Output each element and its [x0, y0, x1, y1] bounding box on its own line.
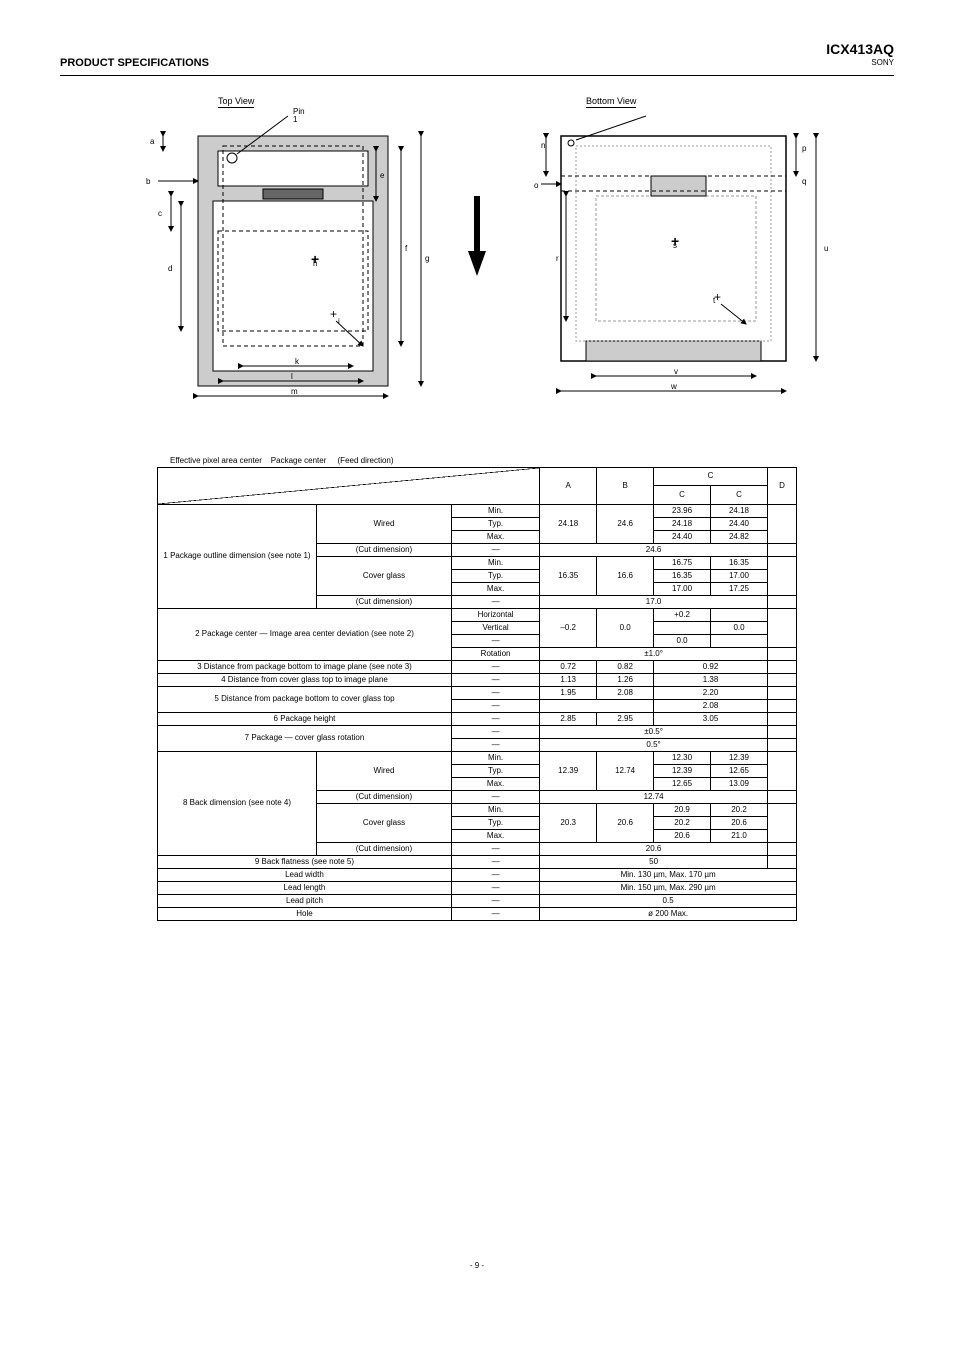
svg-text:c: c [158, 209, 162, 218]
company-name: SONY [826, 58, 894, 68]
col-c-sub1: C [654, 486, 711, 505]
svg-text:r: r [556, 254, 559, 263]
bottom-view-diagram: Bottom View + + n o r [516, 96, 836, 426]
svg-text:e: e [380, 171, 385, 180]
top-view-diagram: Top View Pin 1 + [118, 96, 438, 426]
svg-text:l: l [291, 372, 293, 381]
diagram-row: Top View Pin 1 + [60, 96, 894, 426]
row-pkg-outline: 1 Package outline dimension (see note 1) [158, 504, 317, 608]
svg-text:f: f [405, 244, 408, 253]
svg-text:a: a [150, 137, 155, 146]
svg-text:v: v [674, 367, 678, 376]
svg-text:s: s [673, 241, 677, 250]
svg-text:u: u [824, 244, 828, 253]
col-d: D [767, 467, 796, 504]
svg-text:o: o [534, 181, 539, 190]
col-c-group: C [654, 467, 768, 486]
svg-text:m: m [291, 387, 298, 396]
header-title: PRODUCT SPECIFICATIONS [60, 57, 209, 69]
svg-text:b: b [146, 177, 151, 186]
spec-table: A B C D C C 1 Package outline dimension … [157, 467, 797, 921]
feed-arrow-icon [468, 196, 486, 276]
table-corner [158, 467, 540, 504]
svg-text:h: h [313, 259, 317, 268]
header-right: ICX413AQ SONY [826, 40, 894, 69]
svg-text:q: q [802, 177, 806, 186]
svg-text:i: i [338, 317, 340, 326]
pin-num: 1 [293, 115, 298, 124]
sub-wired: Wired [317, 504, 452, 543]
svg-text:+: + [330, 307, 337, 321]
svg-text:p: p [802, 144, 807, 153]
model-number: ICX413AQ [826, 40, 894, 58]
svg-text:d: d [168, 264, 172, 273]
page-number: - 9 - [60, 1261, 894, 1270]
cell: Min. [451, 504, 539, 517]
svg-text:w: w [670, 382, 677, 391]
col-b: B [597, 467, 654, 504]
center-note: Effective pixel area center Package cent… [170, 456, 894, 465]
col-c-sub2: C [711, 486, 768, 505]
svg-text:g: g [425, 254, 429, 263]
svg-text:n: n [541, 141, 545, 150]
page-header: PRODUCT SPECIFICATIONS ICX413AQ SONY [60, 40, 894, 76]
col-a: A [540, 467, 597, 504]
